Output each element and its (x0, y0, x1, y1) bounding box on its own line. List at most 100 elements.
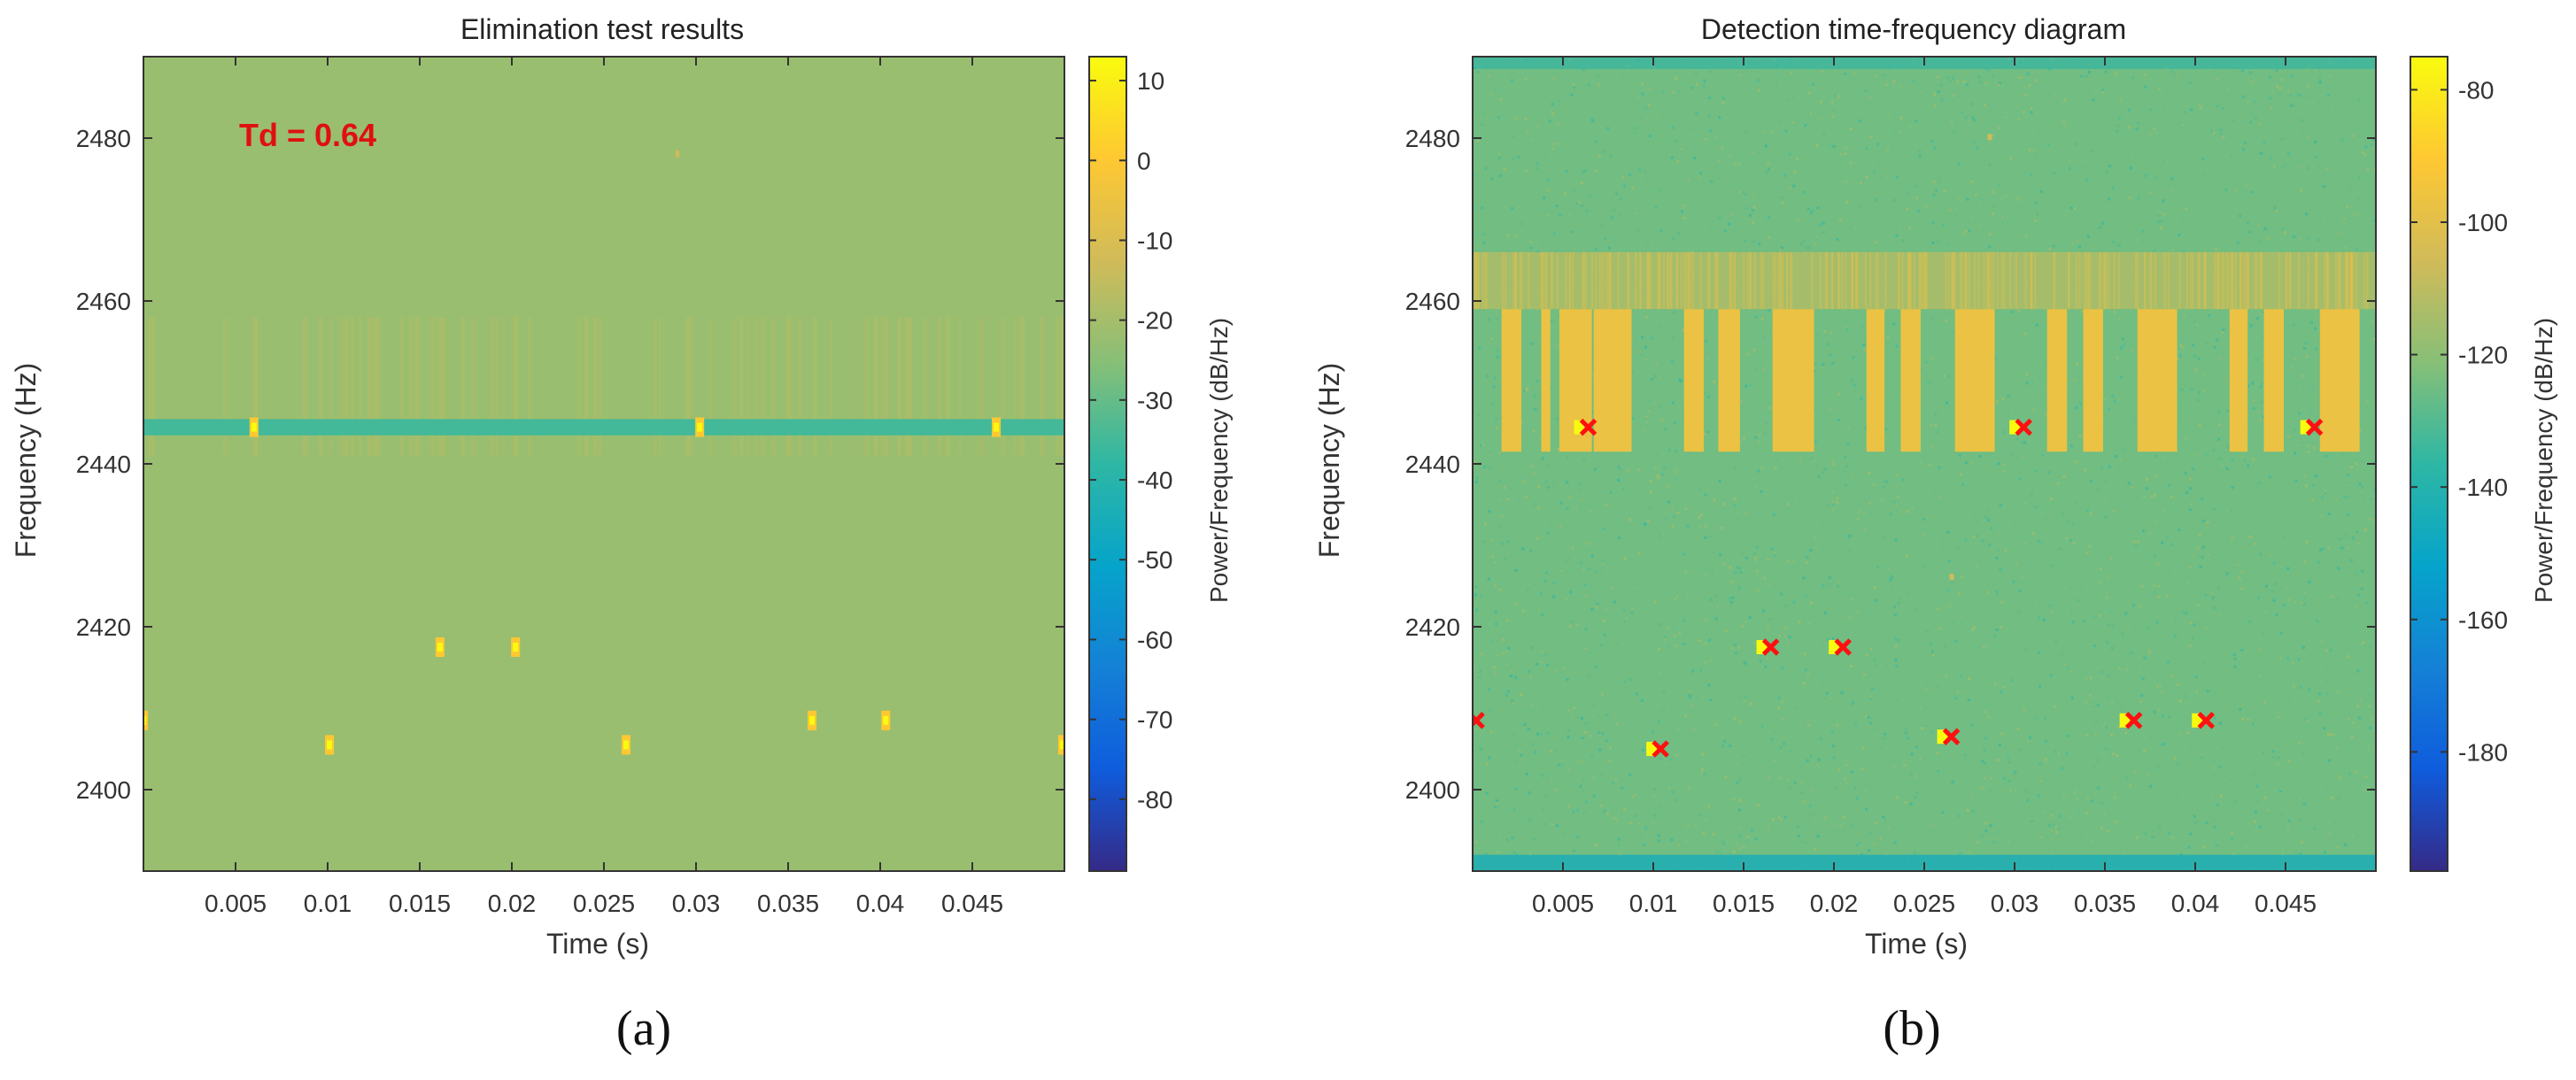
noise (1760, 143, 1763, 146)
noise (1809, 127, 1813, 130)
noise (1771, 818, 1775, 822)
noise (1895, 344, 1899, 348)
band-streak (2335, 251, 2338, 310)
noise (1580, 498, 1583, 501)
noise (2297, 579, 2301, 582)
noise (1689, 133, 1692, 136)
noise (2170, 836, 2174, 839)
noise (1738, 798, 1742, 802)
noise (1525, 772, 1528, 775)
band-streak (1996, 251, 1999, 310)
noise (1860, 852, 1864, 856)
noise (1721, 838, 1724, 842)
noise (1511, 79, 1514, 82)
band-streak (2232, 251, 2234, 310)
noise (1758, 433, 1761, 436)
noise (1575, 507, 1579, 511)
noise (1819, 223, 1822, 227)
noise (1536, 251, 1540, 254)
noise (2204, 731, 2208, 735)
colorbar-tick-label: -30 (1137, 387, 1172, 414)
noise (1566, 507, 1569, 511)
noise (1997, 534, 2000, 537)
faint-burst (688, 317, 693, 456)
noise (1652, 795, 1656, 798)
noise (2171, 248, 2175, 251)
noise (2148, 191, 2152, 195)
noise (1961, 751, 1964, 754)
noise (1630, 309, 1634, 312)
noise (1506, 540, 1510, 544)
noise (2044, 717, 2047, 721)
noise (2296, 444, 2300, 447)
noise (1524, 117, 1528, 120)
noise (2131, 486, 2134, 490)
noise (1762, 609, 1766, 613)
noise (2225, 572, 2229, 575)
noise (1505, 87, 1508, 90)
noise (2176, 357, 2179, 360)
band-streak (1919, 251, 1922, 310)
faint-burst (1060, 317, 1064, 456)
noise (2017, 310, 2021, 313)
x-tick-label: 0.025 (1893, 890, 1955, 917)
noise (1828, 397, 1831, 401)
noise (1475, 840, 1479, 844)
noise (2302, 595, 2306, 598)
noise (1707, 656, 1711, 660)
band-streak (1965, 251, 1968, 310)
noise (2300, 601, 2303, 605)
noise (1907, 192, 1910, 196)
noise (1676, 470, 1680, 474)
noise (2347, 679, 2350, 683)
noise (1658, 189, 1661, 192)
noise (2298, 796, 2301, 799)
noise (2219, 128, 2223, 132)
noise (1991, 134, 1994, 137)
noise (1551, 341, 1554, 344)
noise (2356, 193, 2359, 197)
noise (2231, 837, 2234, 841)
noise (1825, 234, 1829, 237)
noise (2134, 544, 2138, 548)
noise (1573, 246, 1576, 250)
noise (2253, 100, 2256, 104)
noise (2160, 227, 2163, 230)
noise (1691, 669, 1695, 673)
noise (1817, 758, 1821, 761)
noise (1741, 785, 1744, 789)
noise (1686, 524, 1690, 528)
noise (1704, 391, 1707, 395)
band-streak (2054, 251, 2056, 310)
band-streak (1647, 251, 1650, 310)
x-tick-label: 0.01 (304, 890, 352, 917)
band-streak (1680, 251, 1683, 310)
noise (2183, 100, 2186, 104)
noise (1776, 488, 1780, 491)
noise (1936, 75, 1939, 79)
noise (2009, 200, 2013, 204)
noise (1527, 728, 1530, 731)
band-streak (1746, 251, 1749, 310)
noise (1536, 536, 1539, 540)
noise (1608, 745, 1612, 749)
noise (1845, 782, 1849, 785)
noise (1674, 477, 1677, 481)
noise (2245, 566, 2248, 569)
noise (1518, 204, 1521, 208)
noise (1786, 503, 1790, 506)
noise (1652, 243, 1655, 247)
band-streak (1730, 251, 1733, 310)
noise (2290, 366, 2294, 369)
noise (2054, 573, 2058, 576)
noise (2077, 809, 2080, 813)
noise (1979, 81, 1983, 84)
band-streak (1961, 251, 1964, 310)
band-streak (1749, 251, 1752, 310)
noise (2137, 698, 2140, 701)
noise (2110, 701, 2114, 705)
noise (1625, 618, 1628, 621)
noise (1671, 401, 1675, 405)
noise (2356, 238, 2359, 242)
noise (2131, 153, 2134, 157)
